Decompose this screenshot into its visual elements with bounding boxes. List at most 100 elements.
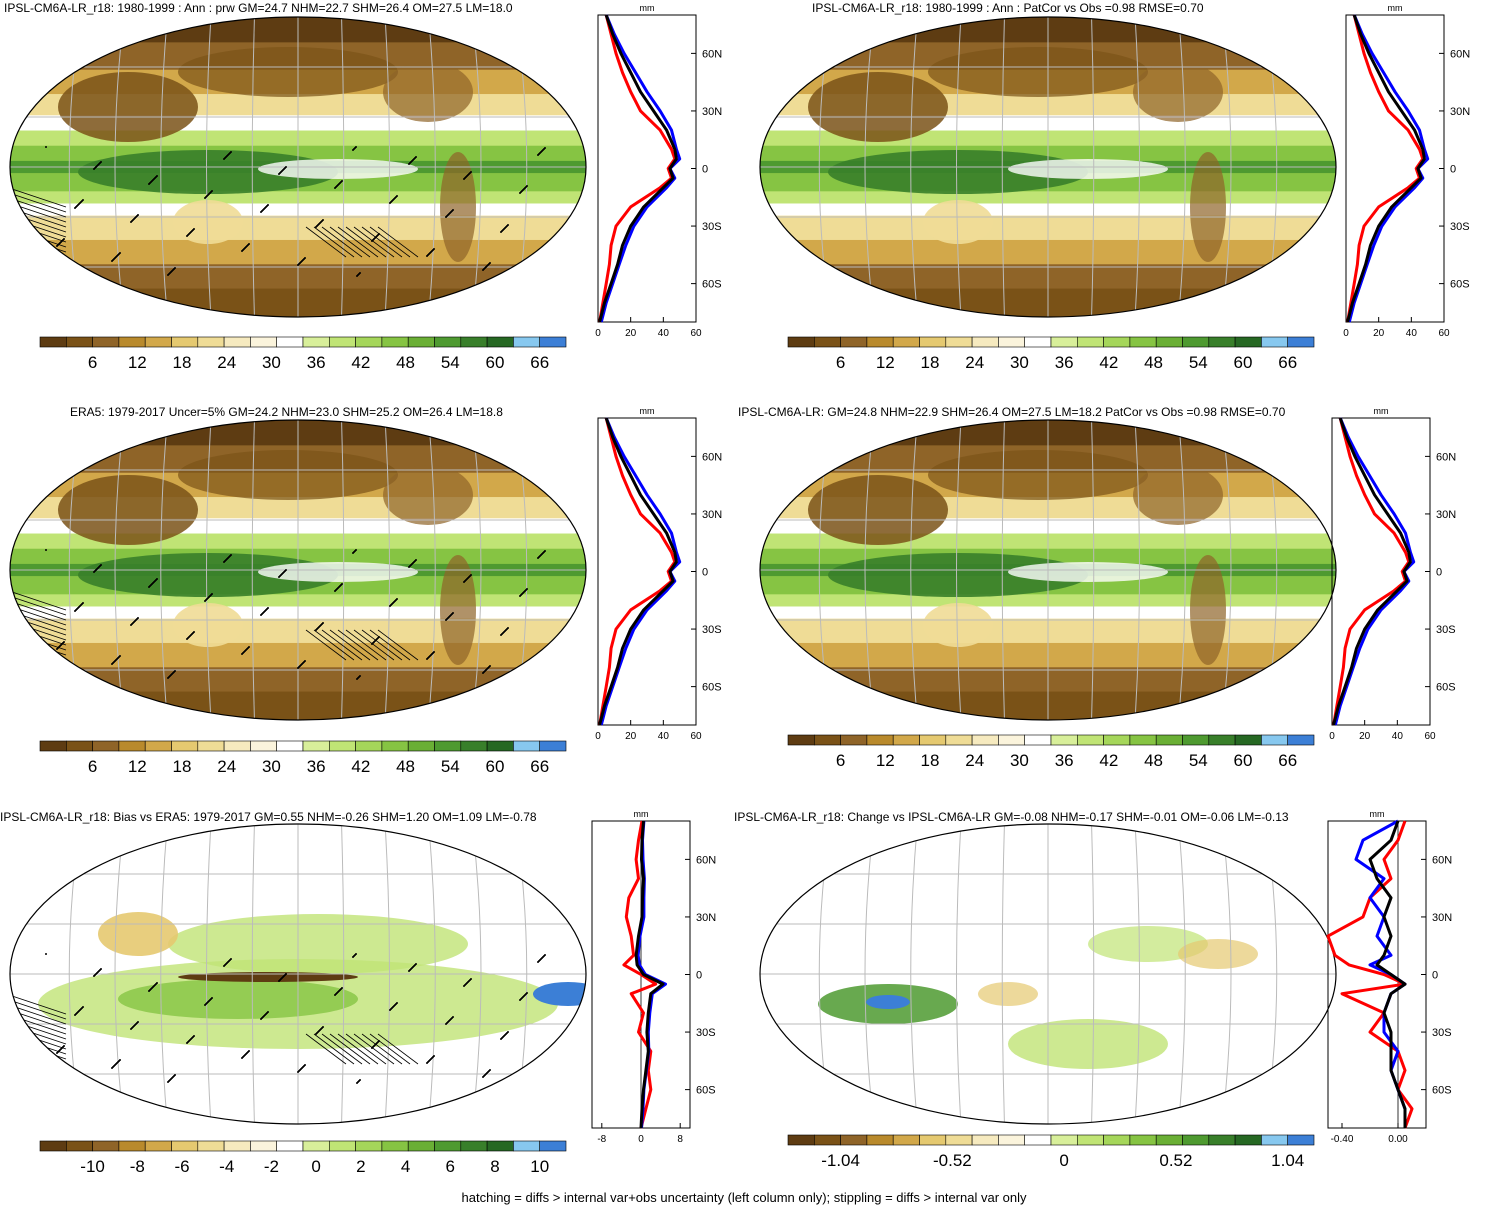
colorbar-swatch <box>302 1140 330 1152</box>
colorbar-label: 0.52 <box>1159 1151 1192 1170</box>
colorbar-swatch <box>302 336 330 348</box>
graticule <box>10 17 586 317</box>
colorbar-swatch <box>1208 734 1236 746</box>
colorbar-swatch <box>1103 1134 1131 1146</box>
colorbar-label: 24 <box>217 757 236 776</box>
panel-1-title: IPSL-CM6A-LR_r18: 1980-1999 : Ann : prw … <box>4 1 513 15</box>
profile-unit: mm <box>634 809 649 819</box>
lat-tick-label: 60N <box>1432 854 1452 866</box>
colorbar-swatch <box>919 1134 947 1146</box>
profile-unit: mm <box>1370 809 1385 819</box>
colorbar-swatch <box>460 336 488 348</box>
colorbar-label: -8 <box>130 1157 145 1176</box>
colorbar-label: 36 <box>1055 353 1074 372</box>
map-border <box>9 823 587 1125</box>
colorbar-swatch <box>39 1140 67 1152</box>
colorbar-label: 54 <box>441 353 460 372</box>
colorbar-label: -1.04 <box>821 1151 860 1170</box>
colorbar-swatch <box>381 1140 409 1152</box>
lat-tick-label: 0 <box>702 164 708 176</box>
colorbar-swatch <box>998 734 1025 746</box>
colorbar-label: 24 <box>965 751 984 770</box>
lat-tick-label: 30N <box>1432 912 1452 924</box>
colorbar-swatch <box>1182 336 1210 348</box>
colorbar-label: 54 <box>1189 751 1208 770</box>
x-tick-label: 40 <box>658 328 670 339</box>
colorbar-swatch <box>407 740 435 752</box>
lat-tick-label: 30S <box>702 221 722 233</box>
colorbar-swatch <box>945 1134 973 1146</box>
colorbar-swatch <box>144 740 172 752</box>
colorbar-swatch <box>223 336 251 348</box>
colorbar-swatch <box>118 336 146 348</box>
colorbar-swatch <box>407 336 435 348</box>
colorbar-label: -2 <box>264 1157 279 1176</box>
colorbar-label: 30 <box>1010 353 1029 372</box>
colorbar-label: 66 <box>530 353 549 372</box>
x-tick-label: 60 <box>1438 328 1450 339</box>
colorbar-label: 18 <box>173 353 192 372</box>
colorbar-swatch <box>407 1140 435 1152</box>
colorbar-swatch <box>840 1134 868 1146</box>
colorbar-swatch <box>1261 336 1288 348</box>
lat-tick-label: 60S <box>702 682 722 694</box>
x-tick-label: 40 <box>1392 731 1404 742</box>
colorbar-swatch <box>1050 1134 1078 1146</box>
colorbar-label: 0 <box>311 1157 320 1176</box>
colorbar-label: 48 <box>1144 751 1163 770</box>
colorbar-swatch <box>118 740 146 752</box>
lat-tick-label: 60N <box>1436 451 1456 463</box>
x-tick-label: 0 <box>1343 328 1349 339</box>
panel-5-map <box>9 823 587 1125</box>
panel-2-title: IPSL-CM6A-LR_r18: 1980-1999 : Ann : PatC… <box>812 1 1204 15</box>
panel-2-zonal-profile: mm 60N 30N 0 30S 60S 0 20 40 60 <box>1343 3 1470 339</box>
series-obs <box>1368 820 1407 1128</box>
colorbar-swatch <box>1261 734 1288 746</box>
colorbar-swatch <box>971 1134 999 1146</box>
colorbar-label: 30 <box>262 353 281 372</box>
map-border <box>9 419 587 721</box>
colorbar-swatch <box>787 734 815 746</box>
lat-tick-label: 60S <box>696 1085 716 1097</box>
colorbar-label: 42 <box>1099 353 1118 372</box>
colorbar-swatch <box>919 734 947 746</box>
colorbar-label: 18 <box>173 757 192 776</box>
graticule <box>760 824 1336 1124</box>
colorbar-swatch <box>1182 1134 1210 1146</box>
map-border <box>759 823 1337 1125</box>
graticule <box>10 420 586 720</box>
colorbar-label: 6 <box>836 353 845 372</box>
colorbar-swatch <box>118 1140 146 1152</box>
colorbar-swatch <box>1129 734 1157 746</box>
series-obs <box>634 820 665 1129</box>
lat-tick-label: 30S <box>1436 624 1456 636</box>
colorbar-swatch <box>998 1134 1025 1146</box>
colorbar-swatch <box>1129 336 1157 348</box>
stippling <box>45 953 546 1084</box>
footer-note: hatching = diffs > internal var+obs unce… <box>461 1190 1027 1205</box>
lat-tick-label: 30N <box>1450 106 1470 118</box>
colorbar-swatch <box>65 1140 93 1152</box>
panel-3-title: ERA5: 1979-2017 Uncer=5% GM=24.2 NHM=23.… <box>70 405 503 419</box>
x-tick-label: 20 <box>625 328 637 339</box>
colorbar-swatch <box>1234 1134 1262 1146</box>
colorbar-swatch <box>866 734 894 746</box>
colorbar-label: 6 <box>88 757 97 776</box>
series-ref <box>598 417 677 726</box>
panel-4-title: IPSL-CM6A-LR: GM=24.8 NHM=22.9 SHM=26.4 … <box>738 405 1286 419</box>
colorbar-swatch <box>250 336 277 348</box>
colorbar-label: 66 <box>1278 751 1297 770</box>
x-tick-label: 20 <box>1359 731 1371 742</box>
colorbar-swatch <box>1155 734 1183 746</box>
colorbar-swatch <box>787 1134 815 1146</box>
stippling <box>45 146 546 277</box>
colorbar-swatch <box>381 740 409 752</box>
x-tick-label: 20 <box>1373 328 1385 339</box>
colorbar-swatch <box>486 1140 514 1152</box>
colorbar-label: 6 <box>446 1157 455 1176</box>
colorbar-label: -4 <box>219 1157 234 1176</box>
colorbar-swatch <box>223 740 251 752</box>
graticule <box>760 420 1336 720</box>
lat-tick-label: 30N <box>702 106 722 118</box>
colorbar-swatch <box>971 336 999 348</box>
